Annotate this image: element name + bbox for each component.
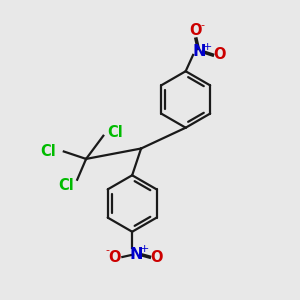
Text: +: + [202,42,212,52]
Text: N: N [130,247,143,262]
Text: N: N [193,44,206,59]
Text: +: + [140,244,149,254]
Text: O: O [150,250,163,265]
Text: O: O [213,47,226,62]
Text: Cl: Cl [107,125,123,140]
Text: -: - [200,20,204,30]
Text: O: O [189,23,201,38]
Text: Cl: Cl [40,144,56,159]
Text: O: O [108,250,121,265]
Text: Cl: Cl [58,178,74,193]
Text: -: - [106,245,110,256]
